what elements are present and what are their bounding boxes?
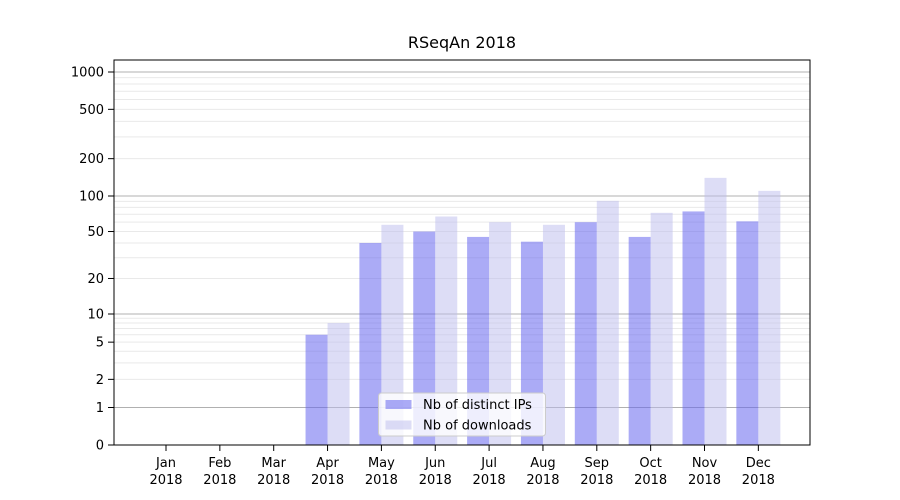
x-tick-label-year-nov: 2018 bbox=[688, 473, 721, 488]
x-tick-label-year-apr: 2018 bbox=[311, 473, 344, 488]
x-tick-label-month-dec: Dec bbox=[746, 456, 771, 471]
x-tick-label-month-may: May bbox=[368, 456, 395, 471]
x-tick-label-year-may: 2018 bbox=[365, 473, 398, 488]
chart-title: RSeqAn 2018 bbox=[407, 33, 517, 52]
bar-ips-sep bbox=[574, 222, 597, 445]
x-tick-label-year-oct: 2018 bbox=[634, 473, 667, 488]
x-tick-label-month-oct: Oct bbox=[639, 456, 661, 471]
x-tick-label-year-sep: 2018 bbox=[580, 473, 613, 488]
bar-downloads-dec bbox=[758, 190, 781, 445]
x-tick-label-month-jul: Jul bbox=[480, 456, 497, 471]
bar-ips-dec bbox=[736, 221, 759, 445]
y-tick-label-1000: 1000 bbox=[71, 66, 104, 81]
x-tick-label-year-aug: 2018 bbox=[526, 473, 559, 488]
x-tick-label-month-sep: Sep bbox=[585, 456, 610, 471]
x-tick-label-month-apr: Apr bbox=[316, 456, 339, 471]
legend-label-ips: Nb of distinct IPs bbox=[423, 398, 532, 413]
bar-downloads-aug bbox=[542, 224, 565, 445]
bar-downloads-apr bbox=[327, 323, 350, 445]
plot-border bbox=[113, 59, 811, 446]
bar-downloads-sep bbox=[596, 200, 619, 445]
y-tick-label-10: 10 bbox=[87, 308, 104, 323]
x-tick-label-month-jan: Jan bbox=[155, 456, 176, 471]
bar-downloads-oct bbox=[650, 212, 673, 445]
x-tick-label-month-aug: Aug bbox=[530, 456, 555, 471]
x-tick-label-year-jan: 2018 bbox=[149, 473, 182, 488]
x-tick-label-year-jul: 2018 bbox=[473, 473, 506, 488]
bar-ips-apr bbox=[305, 334, 328, 445]
y-tick-label-50: 50 bbox=[87, 225, 104, 240]
y-tick-label-500: 500 bbox=[79, 103, 104, 118]
y-tick-label-1: 1 bbox=[96, 401, 104, 416]
x-tick-label-month-nov: Nov bbox=[692, 456, 718, 471]
x-tick-label-year-mar: 2018 bbox=[257, 473, 290, 488]
x-tick-label-month-feb: Feb bbox=[208, 456, 231, 471]
bar-ips-oct bbox=[628, 236, 651, 445]
x-tick-label-year-feb: 2018 bbox=[203, 473, 236, 488]
y-tick-label-100: 100 bbox=[79, 190, 104, 205]
bar-ips-jun bbox=[413, 231, 436, 445]
bar-downloads-may bbox=[381, 224, 404, 445]
y-tick-label-2: 2 bbox=[96, 373, 104, 388]
x-tick-label-month-mar: Mar bbox=[261, 456, 286, 471]
legend-label-downloads: Nb of downloads bbox=[423, 419, 532, 434]
x-tick-label-year-dec: 2018 bbox=[742, 473, 775, 488]
legend-swatch-downloads bbox=[385, 420, 412, 430]
legend-box bbox=[378, 392, 546, 437]
y-tick-label-20: 20 bbox=[87, 272, 104, 287]
y-tick-label-200: 200 bbox=[79, 152, 104, 167]
y-tick-label-5: 5 bbox=[96, 336, 104, 351]
x-tick-label-year-jun: 2018 bbox=[419, 473, 452, 488]
bar-ips-nov bbox=[682, 211, 705, 445]
bar-ips-may bbox=[359, 242, 382, 445]
legend-swatch-ips bbox=[385, 400, 412, 409]
y-tick-label-0: 0 bbox=[96, 439, 104, 454]
bar-downloads-jun bbox=[435, 216, 458, 445]
bar-downloads-jul bbox=[489, 222, 512, 445]
x-tick-label-month-jun: Jun bbox=[424, 456, 445, 471]
bar-downloads-nov bbox=[704, 177, 727, 445]
